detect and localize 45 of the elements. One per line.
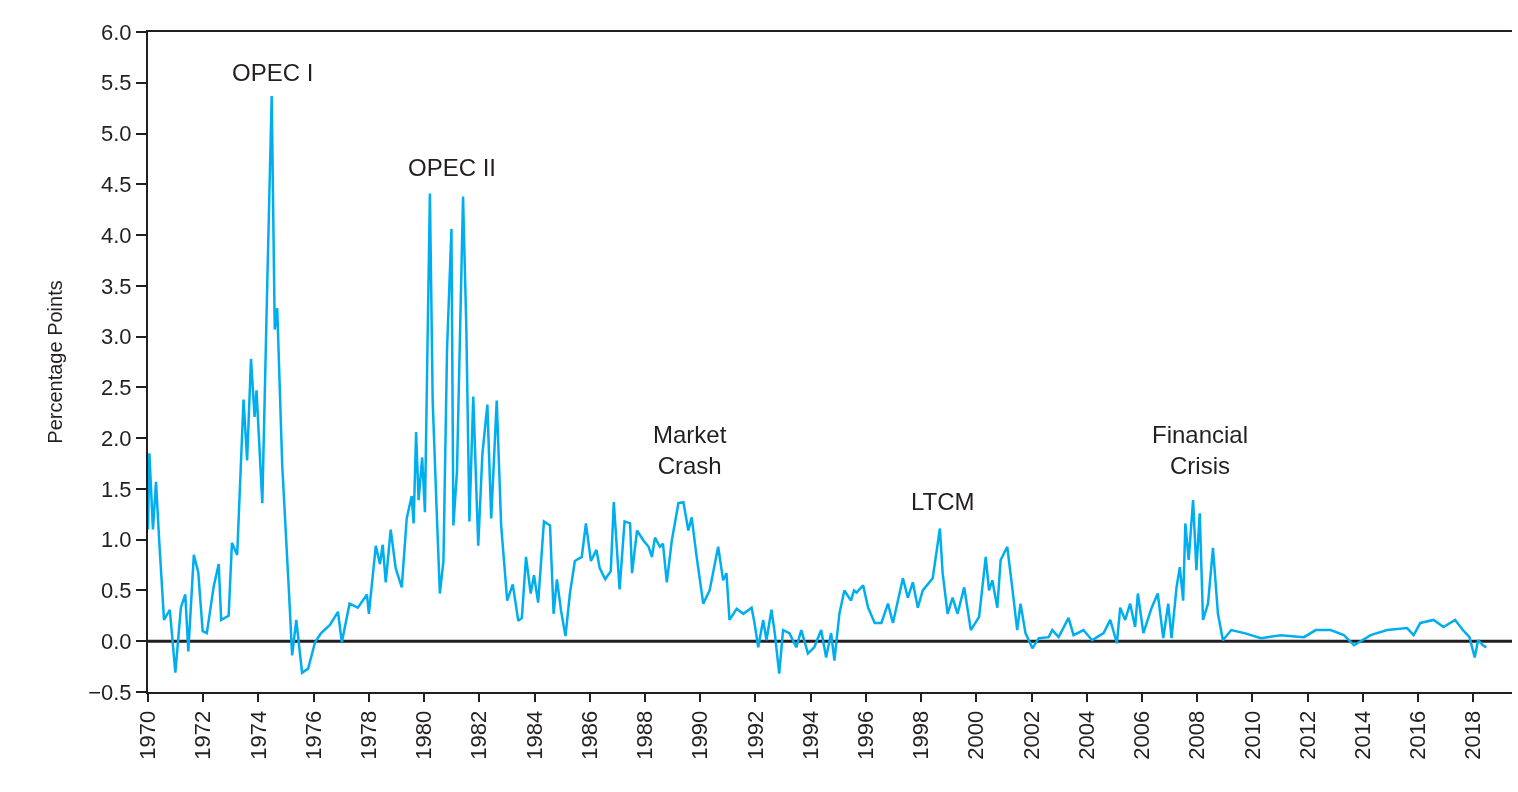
y-tick-label: 6.0 (101, 19, 132, 45)
x-tick-label: 1994 (797, 710, 823, 760)
x-tick-label: 1978 (356, 710, 382, 760)
y-tick-label: 2.5 (101, 375, 132, 401)
y-tick-label: 4.5 (101, 172, 132, 198)
x-tick-label: 2012 (1294, 710, 1320, 760)
y-tick-label: 3.5 (101, 273, 132, 299)
x-tick-label: 2016 (1405, 710, 1431, 760)
x-tick-label: 1996 (853, 710, 879, 760)
x-tick-label: 2008 (1184, 710, 1210, 760)
annotation: OPEC II (408, 154, 497, 181)
x-tick-label: 2004 (1073, 710, 1099, 760)
x-tick-label: 1990 (687, 710, 713, 760)
y-tick-label: 0.0 (101, 628, 132, 654)
x-tick-label: 1992 (742, 710, 768, 760)
y-tick-label: 3.0 (101, 324, 132, 350)
x-tick-label: 1982 (466, 710, 492, 760)
annotation: OPEC I (232, 59, 314, 86)
x-tick-label: 1988 (632, 710, 658, 760)
y-tick-label: −0.5 (88, 679, 132, 705)
x-tick-label: 2014 (1350, 710, 1376, 760)
annotation: Financial Crisis (1152, 421, 1249, 480)
y-tick-label: 4.0 (101, 222, 132, 248)
x-tick-label: 1986 (576, 710, 602, 760)
x-tick-label: 2006 (1129, 710, 1155, 760)
x-tick-label: 1974 (245, 710, 271, 760)
x-tick-label: 1972 (190, 710, 216, 760)
y-tick-label: 2.0 (101, 425, 132, 451)
y-tick-label: 5.5 (101, 70, 132, 96)
annotation: LTCM (911, 488, 975, 515)
x-tick-label: 2010 (1239, 710, 1265, 760)
annotation: Market Crash (653, 421, 727, 480)
y-tick-label: 0.5 (101, 578, 132, 604)
x-tick-label: 1970 (135, 710, 161, 760)
x-tick-label: 2000 (963, 710, 989, 760)
x-tick-label: 1980 (411, 710, 437, 760)
x-tick-label: 1984 (521, 710, 547, 760)
x-tick-label: 1976 (300, 710, 326, 760)
x-tick-label: 2002 (1018, 710, 1044, 760)
y-tick-label: 1.0 (101, 527, 132, 553)
y-tick-label: 1.5 (101, 476, 132, 502)
x-tick-label: 2018 (1460, 710, 1486, 760)
y-tick-label: 5.0 (101, 121, 132, 147)
y-axis-title: Percentage Points (44, 280, 67, 444)
x-tick-label: 1998 (908, 710, 934, 760)
